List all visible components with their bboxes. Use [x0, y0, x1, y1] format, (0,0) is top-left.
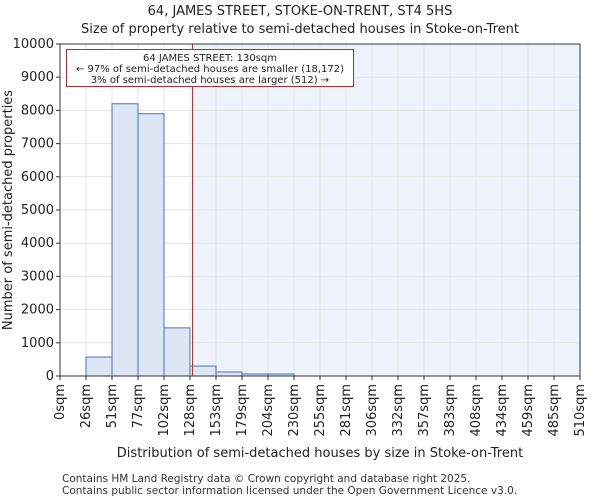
y-tick-label: 3000 [21, 269, 54, 284]
x-tick-label: 306sqm [365, 384, 380, 437]
y-tick-label: 9000 [21, 70, 54, 85]
x-tick-label: 255sqm [313, 384, 328, 437]
histogram-bar [111, 103, 139, 377]
footer-line-1: Contains HM Land Registry data © Crown c… [62, 473, 471, 485]
annotation-line-3: 3% of semi-detached houses are larger (5… [90, 75, 330, 86]
y-tick-label: 4000 [21, 236, 54, 251]
x-tick-label: 51sqm [105, 384, 120, 428]
x-tick-label: 485sqm [547, 384, 562, 437]
x-tick-label: 26sqm [79, 384, 94, 428]
y-tick-label: 5000 [21, 203, 54, 218]
y-axis-label: Number of semi-detached properties [1, 90, 16, 330]
x-tick-label: 459sqm [521, 384, 536, 437]
x-tick-label: 179sqm [235, 384, 250, 437]
x-tick-label: 383sqm [443, 384, 458, 437]
x-axis-label: Distribution of semi-detached houses by … [117, 446, 523, 461]
x-tick-label: 510sqm [573, 384, 588, 437]
x-tick-label: 434sqm [495, 384, 510, 437]
x-tick-label: 357sqm [417, 384, 432, 437]
histogram-bar [189, 365, 217, 377]
x-tick-label: 153sqm [209, 384, 224, 437]
property-annotation-box: 64 JAMES STREET: 130sqm ← 97% of semi-de… [66, 49, 354, 87]
chart-title-line-2: Size of property relative to semi-detach… [81, 22, 519, 37]
histogram-bar [85, 356, 113, 377]
y-tick-label: 1000 [21, 336, 54, 351]
x-tick-label: 230sqm [287, 384, 302, 437]
y-tick-label: 7000 [21, 137, 54, 152]
x-tick-label: 281sqm [339, 384, 354, 437]
footer-line-2: Contains public sector information licen… [62, 485, 518, 497]
x-tick-label: 0sqm [53, 384, 68, 420]
y-tick-label: 2000 [21, 303, 54, 318]
y-tick-label: 10000 [13, 37, 54, 52]
x-tick-label: 77sqm [131, 384, 146, 428]
histogram-bar [163, 327, 191, 377]
x-tick-label: 102sqm [157, 384, 172, 437]
x-tick-label: 332sqm [391, 384, 406, 437]
chart-title-line-1: 64, JAMES STREET, STOKE-ON-TRENT, ST4 5H… [147, 4, 453, 19]
annotation-line-1: 64 JAMES STREET: 130sqm [143, 53, 277, 64]
y-tick-label: 8000 [21, 103, 54, 118]
x-tick-label: 408sqm [469, 384, 484, 437]
annotation-line-2: ← 97% of semi-detached houses are smalle… [75, 64, 345, 75]
x-tick-label: 204sqm [261, 384, 276, 437]
x-tick-label: 128sqm [183, 384, 198, 437]
histogram-bar [215, 371, 243, 377]
histogram-bar [137, 113, 165, 377]
y-tick-label: 0 [46, 369, 54, 384]
y-tick-label: 6000 [21, 170, 54, 185]
